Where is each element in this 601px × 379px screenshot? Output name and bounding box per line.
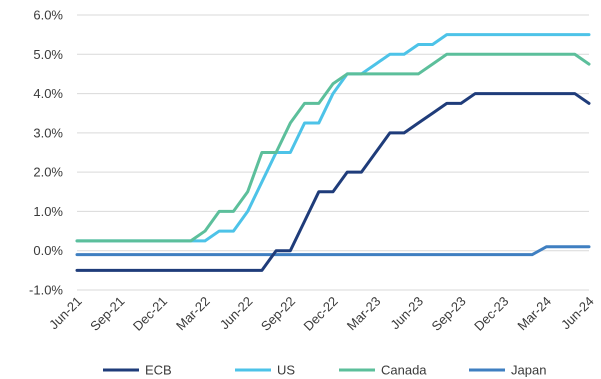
series-line-canada [75,52,591,243]
x-tick-label: Sep-23 [429,294,469,334]
gridlines [77,14,589,291]
legend: ECB US Canada Japan [103,363,546,378]
x-tick-label: Dec-23 [471,294,511,334]
y-tick-label: 5.0% [33,47,63,62]
y-tick-label: 3.0% [33,125,63,140]
x-axis-tick-labels: Jun-21 Sep-21 Dec-21 Mar-22 Jun-22 Sep-22 Dec-… [46,294,597,334]
x-tick-label: Sep-22 [258,294,298,334]
series-line-japan [75,245,591,257]
y-tick-label: 6.0% [33,8,63,23]
x-tick-label: Mar-24 [514,294,554,334]
legend-label-ecb: ECB [145,363,172,378]
x-tick-label: Jun-21 [46,294,85,333]
y-tick-label: 0.0% [33,243,63,258]
legend-label-japan: Japan [511,363,546,378]
y-tick-label: -1.0% [29,283,63,298]
x-tick-label: Mar-23 [344,294,384,334]
x-tick-label: Mar-22 [173,294,213,334]
y-tick-label: 1.0% [33,204,63,219]
x-tick-label: Jun-24 [558,294,597,333]
y-tick-label: 4.0% [33,86,63,101]
series-line-us [75,33,591,243]
x-tick-label: Jun-22 [217,294,256,333]
y-axis-tick-labels: -1.0% 0.0% 1.0% 2.0% 3.0% 4.0% 5.0% 6.0% [29,8,63,298]
x-tick-label: Jun-23 [387,294,426,333]
y-tick-label: 2.0% [33,165,63,180]
series-line-ecb [75,92,591,272]
x-tick-label: Dec-21 [130,294,170,334]
legend-label-us: US [277,363,295,378]
x-tick-label: Sep-21 [87,294,127,334]
legend-label-canada: Canada [381,363,427,378]
x-tick-label: Dec-22 [301,294,341,334]
series-lines [75,33,591,272]
